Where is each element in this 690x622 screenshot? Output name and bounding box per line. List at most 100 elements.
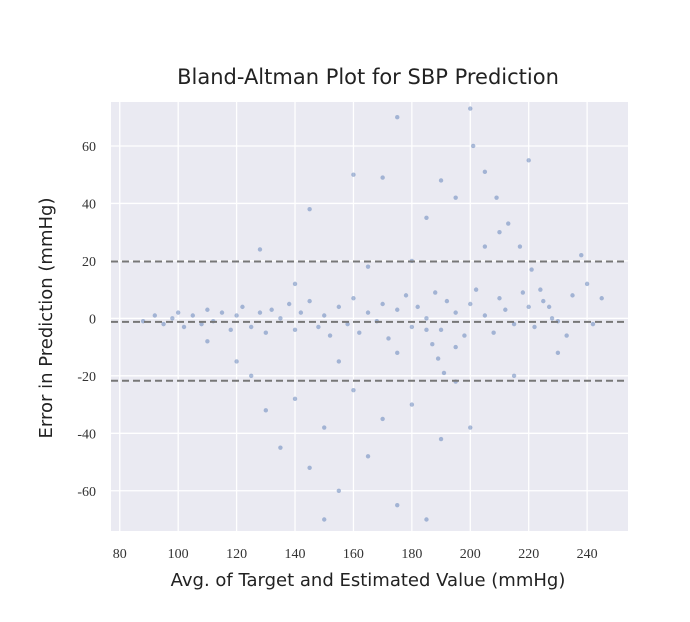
point	[526, 304, 531, 310]
point	[424, 316, 429, 321]
point	[532, 324, 537, 330]
point	[336, 488, 342, 493]
point	[529, 267, 534, 272]
point	[570, 293, 575, 298]
point	[438, 436, 444, 442]
point	[409, 402, 415, 407]
point	[395, 502, 400, 508]
x-tick-label: 80	[113, 547, 127, 562]
point	[415, 304, 420, 310]
point	[286, 301, 292, 307]
point	[152, 313, 158, 318]
point	[482, 313, 488, 318]
point	[351, 172, 356, 177]
point	[322, 517, 327, 522]
point	[453, 344, 458, 350]
point	[526, 158, 531, 163]
x-tick-label: 160	[343, 547, 364, 562]
point	[546, 304, 552, 310]
point	[307, 206, 312, 212]
x-axis-label: Avg. of Target and Estimated Value (mmHg…	[171, 570, 566, 591]
point	[584, 281, 590, 287]
point	[322, 313, 327, 318]
point	[520, 290, 526, 295]
point	[365, 264, 371, 269]
point	[205, 339, 210, 344]
point	[234, 313, 239, 318]
point	[292, 281, 298, 287]
point	[298, 310, 304, 315]
plot-area	[111, 102, 628, 531]
point	[336, 304, 342, 310]
point	[564, 333, 569, 338]
point	[395, 307, 400, 312]
x-tick-label: 200	[460, 547, 481, 562]
point	[170, 316, 175, 321]
point	[409, 324, 415, 330]
point	[424, 517, 429, 522]
point	[491, 330, 496, 335]
point	[497, 229, 502, 235]
point	[511, 373, 517, 379]
point	[351, 388, 356, 393]
point	[249, 373, 254, 379]
point	[433, 290, 438, 295]
point	[161, 321, 166, 327]
point	[357, 330, 362, 335]
point	[462, 333, 467, 338]
point	[190, 313, 195, 318]
point	[517, 244, 523, 249]
point	[506, 221, 511, 226]
point	[336, 359, 342, 364]
point	[473, 287, 479, 292]
point	[205, 307, 210, 312]
point	[327, 333, 333, 338]
point	[307, 298, 312, 304]
point	[468, 425, 473, 430]
point	[395, 350, 400, 356]
point	[441, 370, 447, 376]
point	[263, 330, 269, 335]
x-tick-label: 180	[401, 547, 422, 562]
point	[240, 304, 245, 310]
point	[199, 321, 204, 327]
chart-title: Bland-Altman Plot for SBP Prediction	[177, 65, 559, 89]
point	[468, 106, 473, 111]
point	[175, 310, 181, 315]
x-tick-label: 220	[518, 547, 539, 562]
point	[468, 301, 473, 307]
y-tick-label: 40	[82, 197, 96, 212]
point	[549, 316, 555, 321]
point	[307, 465, 312, 470]
point	[497, 296, 502, 301]
y-tick-label: -20	[77, 370, 96, 385]
point	[494, 195, 499, 200]
x-tick-label: 120	[226, 547, 247, 562]
point	[278, 316, 283, 321]
point	[316, 324, 321, 330]
point	[453, 195, 458, 200]
point	[257, 310, 263, 315]
point	[470, 143, 476, 149]
point	[219, 310, 225, 315]
point	[351, 296, 356, 301]
point	[503, 307, 508, 312]
y-tick-label: 20	[82, 255, 96, 270]
point	[435, 356, 441, 361]
point	[438, 327, 444, 333]
point	[269, 307, 274, 312]
x-tick-label: 140	[285, 547, 306, 562]
point	[292, 396, 298, 402]
point	[365, 454, 371, 459]
y-tick-label: -60	[77, 485, 96, 500]
y-tick-label: -40	[77, 427, 96, 442]
point	[430, 342, 435, 347]
y-axis-label: Error in Prediction (mmHg)	[36, 198, 57, 439]
point	[438, 178, 444, 183]
x-tick-label: 240	[577, 547, 598, 562]
point	[453, 310, 458, 315]
point	[380, 416, 385, 422]
point	[511, 321, 517, 327]
